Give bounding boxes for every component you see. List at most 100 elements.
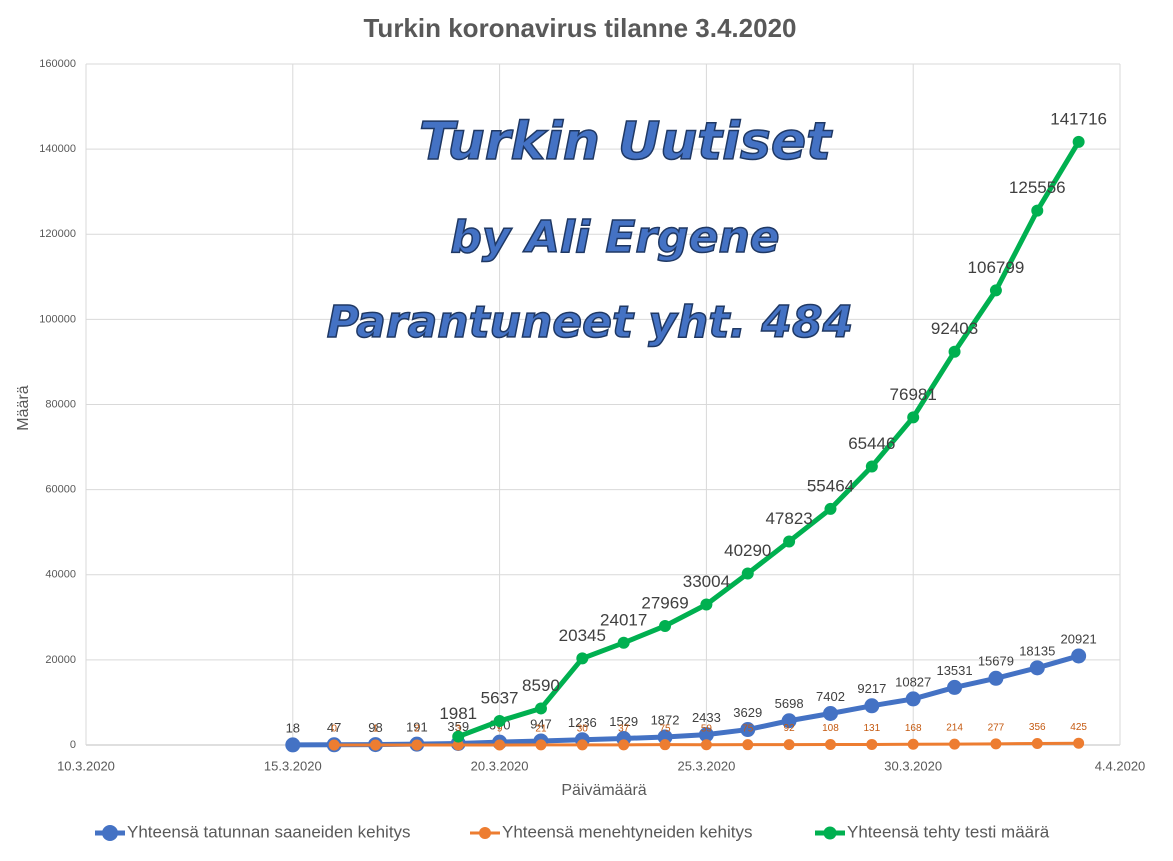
data-label: 9 xyxy=(497,724,503,735)
data-point xyxy=(328,739,340,751)
data-label: 168 xyxy=(905,723,922,734)
data-point xyxy=(1073,737,1085,749)
legend-marker xyxy=(823,826,837,840)
data-label: 3629 xyxy=(733,705,762,720)
data-label: 33004 xyxy=(683,572,730,591)
data-point xyxy=(866,738,878,750)
data-point xyxy=(905,691,921,707)
legend-marker xyxy=(102,825,118,841)
y-tick-label: 100000 xyxy=(39,313,76,325)
data-point xyxy=(370,739,382,751)
data-label: 10827 xyxy=(895,674,931,689)
data-point xyxy=(741,567,754,580)
x-axis-label: Päivämäärä xyxy=(561,782,646,799)
data-point xyxy=(988,670,1004,686)
data-point xyxy=(700,739,712,751)
data-label: 125556 xyxy=(1009,178,1066,197)
data-point xyxy=(1031,737,1043,749)
data-label: 21 xyxy=(535,724,547,735)
data-label: 1 xyxy=(373,724,379,735)
data-label: 277 xyxy=(988,722,1005,733)
legend-label: Yhteensä menehtyneiden kehitys xyxy=(502,822,752,841)
data-label: 92403 xyxy=(931,319,978,338)
data-point xyxy=(822,705,838,721)
y-axis-label: Määrä xyxy=(15,385,32,430)
data-point xyxy=(1031,204,1044,217)
y-tick-label: 80000 xyxy=(45,398,76,410)
data-label: 7402 xyxy=(816,689,845,704)
legend-label: Yhteensä tehty testi määrä xyxy=(847,822,1050,841)
data-label: 18135 xyxy=(1019,643,1055,658)
y-tick-label: 140000 xyxy=(39,143,76,155)
watermark-text: by Ali Ergene xyxy=(450,212,779,263)
data-point xyxy=(907,738,919,750)
data-point xyxy=(783,535,796,548)
data-label: 1981 xyxy=(439,704,477,723)
data-point xyxy=(989,284,1002,297)
data-point xyxy=(948,345,961,358)
data-label: 9217 xyxy=(857,681,886,696)
data-point xyxy=(1029,660,1045,676)
data-point xyxy=(659,739,671,751)
y-tick-label: 60000 xyxy=(45,484,76,496)
data-label: 425 xyxy=(1070,722,1087,733)
data-point xyxy=(781,713,797,729)
data-point xyxy=(285,737,301,753)
data-point xyxy=(700,598,713,611)
data-point xyxy=(494,739,506,751)
y-tick-label: 20000 xyxy=(45,654,76,666)
data-label: 131 xyxy=(863,723,880,734)
data-label: 108 xyxy=(822,723,839,734)
data-label: 356 xyxy=(1029,722,1046,733)
chart-title: Turkin koronavirus tilanne 3.4.2020 xyxy=(363,13,796,43)
data-label: 359 xyxy=(447,719,469,734)
data-label: 65446 xyxy=(848,434,895,453)
data-point xyxy=(618,739,630,751)
data-point xyxy=(824,502,837,515)
x-tick-label: 20.3.2020 xyxy=(471,758,529,773)
data-point xyxy=(411,739,423,751)
data-label: 5698 xyxy=(775,696,804,711)
data-label: 75 xyxy=(659,723,671,734)
data-label: 3 xyxy=(455,724,461,735)
data-label: 92 xyxy=(784,723,796,734)
data-point xyxy=(990,738,1002,750)
data-label: 75 xyxy=(742,723,754,734)
data-point xyxy=(864,698,880,714)
data-label: 40290 xyxy=(724,541,771,560)
data-label: 76981 xyxy=(890,385,937,404)
data-label: 18 xyxy=(286,720,300,735)
legend: Yhteensä tatunnan saaneiden kehitys Yhtee… xyxy=(95,822,1050,841)
data-label: 20921 xyxy=(1061,631,1097,646)
data-label: 1236 xyxy=(568,715,597,730)
data-point xyxy=(1072,135,1085,148)
data-label: 59 xyxy=(701,723,713,734)
series-line xyxy=(457,140,1081,739)
data-point xyxy=(617,636,630,649)
data-point xyxy=(865,460,878,473)
data-point xyxy=(949,738,961,750)
data-label: 47 xyxy=(327,720,341,735)
data-label: 20345 xyxy=(559,626,606,645)
data-point xyxy=(452,730,465,743)
x-tick-label: 30.3.2020 xyxy=(884,758,942,773)
watermark-text: Turkin Uutiset xyxy=(419,112,833,172)
data-point xyxy=(740,722,756,738)
x-tick-label: 4.4.2020 xyxy=(1095,758,1146,773)
data-label: 24017 xyxy=(600,610,647,629)
data-label: 1872 xyxy=(651,712,680,727)
data-label: 98 xyxy=(368,720,382,735)
data-label: 37 xyxy=(618,723,630,734)
data-label: 15679 xyxy=(978,654,1014,669)
data-point xyxy=(535,739,547,751)
watermark: Turkin Uutiset by Ali Ergene Parantuneet… xyxy=(326,111,854,349)
legend-label: Yhteensä tatunnan saaneiden kehitys xyxy=(127,822,411,841)
x-tick-label: 15.3.2020 xyxy=(264,758,322,773)
data-label: 13531 xyxy=(936,663,972,678)
data-label: 214 xyxy=(946,723,963,734)
y-tick-label: 120000 xyxy=(39,228,76,240)
data-point xyxy=(742,739,754,751)
data-point xyxy=(907,411,920,424)
data-point xyxy=(783,739,795,751)
data-point xyxy=(576,739,588,751)
